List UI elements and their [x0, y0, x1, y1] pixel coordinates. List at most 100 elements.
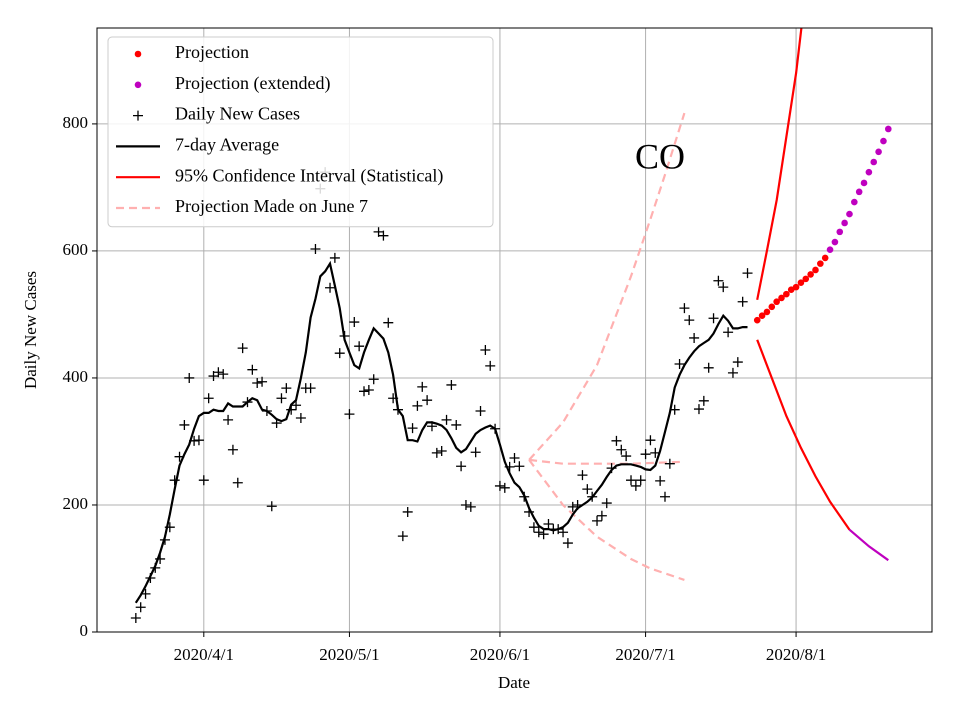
dot: [855, 188, 863, 196]
dot: [778, 294, 785, 302]
dot: [885, 125, 892, 133]
plus-marker: [514, 461, 525, 472]
plus-marker: [213, 367, 224, 378]
plus-marker: [727, 367, 738, 378]
plus-marker: [276, 393, 287, 404]
plus-marker: [562, 538, 573, 549]
dot: [763, 308, 771, 316]
plus-marker: [359, 386, 370, 397]
plus-marker: [485, 360, 496, 371]
plus-marker: [344, 409, 355, 420]
plus-marker: [509, 452, 520, 463]
dot: [758, 312, 766, 320]
plus-marker: [334, 348, 345, 359]
dot: [841, 219, 848, 227]
plus-marker: [732, 357, 743, 368]
plus-marker: [645, 435, 656, 446]
grid: [97, 28, 932, 633]
plus-marker: [601, 498, 612, 509]
plus-marker: [693, 404, 704, 415]
line: [756, 339, 851, 531]
dot: [817, 260, 824, 267]
legend-label: 7-day Average: [175, 135, 279, 155]
plus-marker: [582, 484, 593, 495]
plus-marker: [533, 527, 544, 538]
dot: [753, 316, 761, 324]
legend-marker: [133, 110, 143, 121]
dot: [802, 275, 810, 283]
dot: [797, 279, 805, 286]
plot-area: [130, 28, 892, 624]
dot: [875, 148, 882, 156]
plus-marker: [616, 444, 627, 455]
plus-marker: [456, 461, 467, 472]
plus-marker: [592, 515, 603, 526]
dot: [783, 290, 790, 298]
plus-marker: [470, 447, 481, 458]
legend-box: [107, 36, 494, 228]
dot: [831, 238, 839, 246]
plus-marker: [295, 412, 306, 423]
plus-marker: [538, 529, 549, 540]
plus-marker: [193, 435, 204, 446]
plus-marker: [402, 506, 413, 517]
dot: [826, 246, 834, 253]
plus-marker: [310, 244, 321, 255]
x-axis-label: Date: [498, 673, 530, 692]
dot: [870, 158, 878, 166]
line: [756, 28, 803, 301]
plus-marker: [135, 602, 146, 613]
plus-marker: [431, 447, 442, 458]
legend-label: Projection (extended): [175, 73, 330, 94]
plus-marker: [659, 491, 670, 502]
plus-marker: [184, 372, 195, 383]
dot: [880, 137, 887, 145]
plus-marker: [630, 480, 641, 491]
plus-marker: [689, 332, 700, 343]
x-tick-label: 2020/6/1: [470, 645, 530, 664]
plus-marker: [664, 458, 675, 469]
plus-marker: [412, 400, 423, 411]
x-tick-label: 2020/7/1: [615, 645, 675, 664]
plus-marker: [378, 230, 389, 241]
plus-marker: [223, 414, 234, 425]
plus-marker: [494, 480, 505, 491]
plus-marker: [718, 282, 729, 293]
plus-marker: [451, 419, 462, 430]
annotation: CO: [635, 136, 685, 176]
plus-marker: [713, 275, 724, 286]
plus-marker: [368, 374, 379, 385]
plus-marker: [475, 405, 486, 416]
dot: [836, 228, 844, 236]
plus-marker: [383, 317, 394, 328]
y-tick-label: 0: [80, 621, 89, 640]
line: [848, 528, 889, 562]
x-tick-label: 2020/4/1: [174, 645, 234, 664]
dot: [773, 298, 780, 306]
plus-marker: [257, 376, 268, 387]
legend-marker: [134, 81, 142, 89]
plus-marker: [417, 381, 428, 392]
dot: [821, 254, 829, 262]
legend-label: Projection: [175, 42, 249, 62]
plus-marker: [621, 451, 632, 462]
plus-marker: [169, 475, 180, 486]
dot: [860, 179, 868, 187]
plus-marker: [232, 477, 243, 488]
plus-marker: [596, 510, 607, 521]
line: [134, 260, 748, 604]
plus-marker: [684, 315, 695, 326]
plus-marker: [499, 482, 510, 493]
x-tick-label: 2020/5/1: [319, 645, 379, 664]
plus-marker: [655, 475, 666, 486]
legend-label: Daily New Cases: [175, 104, 300, 124]
dot: [787, 286, 795, 293]
plus-marker: [723, 327, 734, 338]
dot: [851, 198, 858, 206]
dot: [846, 210, 853, 218]
plus-marker: [252, 378, 263, 389]
dot: [792, 283, 800, 291]
plus-marker: [130, 613, 141, 624]
axes: 0 200 400 600 800 2020/4/1 2020/5/1 2020/6/1 202…: [63, 113, 827, 664]
plus-marker: [325, 282, 336, 293]
